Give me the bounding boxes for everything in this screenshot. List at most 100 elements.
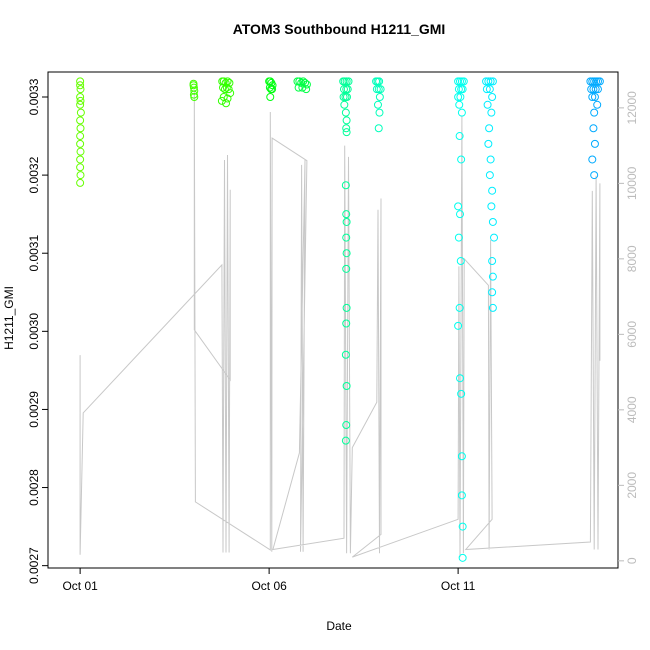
data-point — [339, 85, 348, 94]
y2-tick-label: 8000 — [625, 245, 639, 272]
data-point — [342, 116, 351, 125]
data-point — [486, 77, 495, 86]
data-point — [485, 85, 494, 94]
data-point — [301, 78, 310, 87]
data-point — [457, 155, 466, 164]
data-point — [224, 85, 233, 94]
data-point — [76, 92, 85, 101]
data-point — [458, 553, 467, 562]
data-point — [76, 139, 85, 148]
data-point — [342, 92, 351, 101]
data-point — [76, 81, 85, 90]
data-point — [455, 132, 464, 141]
y2-tick-label: 4000 — [625, 396, 639, 423]
data-point — [268, 81, 277, 90]
data-point — [342, 382, 351, 391]
data-point — [454, 233, 463, 242]
data-point — [298, 83, 307, 92]
data-point — [458, 85, 467, 94]
data-point — [486, 155, 495, 164]
data-point — [76, 171, 85, 180]
data-point — [265, 83, 274, 92]
y2-tick-label: 12000 — [625, 91, 639, 125]
data-point — [341, 436, 350, 445]
data-point — [217, 96, 226, 105]
data-point — [488, 303, 497, 312]
data-point — [343, 85, 352, 94]
x-axis-label: Date — [326, 619, 352, 633]
data-point — [457, 452, 466, 461]
data-point — [341, 181, 350, 190]
data-point — [342, 128, 351, 137]
data-point — [488, 257, 497, 266]
data-point — [485, 171, 494, 180]
data-point — [374, 124, 383, 133]
x-tick-label: Oct 01 — [62, 579, 98, 593]
data-point — [219, 77, 228, 86]
data-point — [342, 217, 351, 226]
data-point — [590, 139, 599, 148]
data-point — [189, 81, 198, 90]
data-point — [456, 92, 465, 101]
data-point — [342, 264, 351, 273]
data-point — [589, 85, 598, 94]
data-point — [375, 108, 384, 117]
data-point — [221, 78, 230, 87]
data-point — [341, 350, 350, 359]
data-point — [595, 77, 604, 86]
y2-tick-label: 0 — [625, 557, 639, 564]
data-point — [483, 100, 492, 109]
data-point — [488, 217, 497, 226]
data-point — [268, 85, 277, 94]
data-point — [76, 100, 85, 109]
data-point — [375, 92, 384, 101]
data-point — [590, 108, 599, 117]
data-point — [589, 124, 598, 133]
plot-frame — [47, 71, 619, 569]
data-point — [76, 163, 85, 172]
data-point — [340, 100, 349, 109]
data-point — [457, 491, 466, 500]
data-point — [454, 92, 463, 101]
data-point — [456, 210, 465, 219]
data-point — [302, 85, 311, 94]
data-point — [344, 77, 353, 86]
data-point — [297, 78, 306, 87]
data-point — [459, 77, 468, 86]
data-point — [76, 132, 85, 141]
data-point — [76, 85, 85, 94]
data-point — [484, 77, 493, 86]
data-point — [588, 92, 597, 101]
y-axis-label: H1211_GMI — [2, 286, 16, 350]
y-tick-label: 0.0031 — [27, 235, 41, 272]
data-point — [456, 257, 465, 266]
data-point — [457, 108, 466, 117]
data-point — [591, 85, 600, 94]
data-point — [488, 272, 497, 281]
data-point — [485, 124, 494, 133]
data-point — [487, 108, 496, 117]
y-tick-label: 0.0032 — [27, 156, 41, 193]
data-point — [76, 108, 85, 117]
data-point — [455, 100, 464, 109]
data-point — [219, 83, 228, 92]
y-tick-label: 0.0029 — [27, 391, 41, 428]
data-point — [454, 321, 463, 330]
data-point — [76, 77, 85, 86]
data-point — [454, 202, 463, 211]
data-point — [266, 92, 275, 101]
data-point — [294, 83, 303, 92]
data-point — [76, 155, 85, 164]
x-tick-label: Oct 11 — [441, 579, 476, 593]
y2-tick-label: 6000 — [625, 321, 639, 348]
data-point — [488, 77, 497, 86]
data-point — [487, 202, 496, 211]
data-point — [456, 374, 465, 383]
y-tick-label: 0.0027 — [27, 547, 41, 584]
data-point — [375, 77, 384, 86]
data-point — [373, 100, 382, 109]
data-point — [484, 139, 493, 148]
data-point — [482, 85, 491, 94]
